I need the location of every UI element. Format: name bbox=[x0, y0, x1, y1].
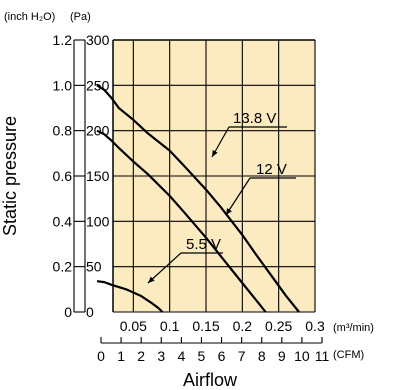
x-m3-tick-label: 0.05 bbox=[120, 318, 147, 334]
x-cfm-tick-label: 1 bbox=[117, 348, 125, 364]
x-cfm-tick-label: 3 bbox=[157, 348, 165, 364]
y-pa-tick-label: 100 bbox=[86, 213, 110, 229]
series-leader-line bbox=[225, 177, 251, 216]
x-cfm-tick-label: 9 bbox=[278, 348, 286, 364]
curve-13-8-v bbox=[96, 84, 300, 313]
x-cfm-tick-label: 8 bbox=[258, 348, 266, 364]
x-m3-tick-label: 0.3 bbox=[305, 318, 325, 334]
y-inch-tick-label: 0.4 bbox=[53, 213, 73, 229]
x-cfm-tick-label: 10 bbox=[294, 348, 310, 364]
series-label-13-8-v: 13.8 V bbox=[233, 110, 276, 127]
y-inch-tick-label: 1.0 bbox=[53, 77, 73, 93]
x-cfm-tick-label: 5 bbox=[198, 348, 206, 364]
unit-pressure-inch: (inch H₂O) bbox=[4, 11, 55, 23]
y-inch-tick-label: 1.2 bbox=[53, 32, 73, 48]
unit-flow-m3: (m³/min) bbox=[333, 322, 374, 334]
curve-12-v bbox=[96, 129, 267, 313]
curve-5-5-v bbox=[96, 280, 164, 313]
y-pa-tick-label: 250 bbox=[86, 77, 110, 93]
y-pa-tick-label: 50 bbox=[86, 259, 102, 275]
series-curves: 13.8 V 12 V 5.5 V bbox=[96, 84, 300, 313]
series-leader-arrowhead bbox=[148, 276, 155, 283]
x-m3-tick-label: 0.25 bbox=[265, 318, 292, 334]
x-cfm-tick-label: 11 bbox=[315, 348, 330, 364]
y-inch-tick-label: 0.6 bbox=[53, 168, 73, 184]
series-leader-line bbox=[147, 252, 182, 284]
y-pa-tick-label: 300 bbox=[86, 32, 110, 48]
y-inch-tick-label: 0 bbox=[64, 304, 72, 320]
series-leader-arrowhead bbox=[212, 150, 218, 157]
grid-lines bbox=[113, 39, 316, 313]
y-inch-tick-label: 0.8 bbox=[53, 123, 73, 139]
y-axis-title: Static pressure bbox=[0, 116, 20, 236]
x-cfm-tick-label: 2 bbox=[137, 348, 145, 364]
x-cfm-tick-label: 6 bbox=[218, 348, 226, 364]
x-cfm-tick-label: 4 bbox=[177, 348, 185, 364]
series-label-12-v: 12 V bbox=[256, 161, 287, 178]
y-pa-tick-label: 0 bbox=[86, 304, 94, 320]
x-axis-title: Airflow bbox=[183, 370, 238, 390]
y-pa-tick-label: 150 bbox=[86, 168, 110, 184]
y-pa-tick-label: 200 bbox=[86, 123, 110, 139]
x-cfm-tick-label: 0 bbox=[97, 348, 105, 364]
x-cfm-tick-label: 7 bbox=[238, 348, 246, 364]
unit-flow-cfm: (CFM) bbox=[333, 349, 364, 361]
series-label-5-5-v: 5.5 V bbox=[186, 236, 221, 253]
x-m3-tick-label: 0.15 bbox=[192, 318, 219, 334]
axes: 00.20.40.60.81.01.20501001502002503000.0… bbox=[53, 32, 330, 364]
y-inch-tick-label: 0.2 bbox=[53, 259, 73, 275]
unit-pressure-pa: (Pa) bbox=[70, 11, 91, 23]
x-m3-tick-label: 0.1 bbox=[160, 318, 180, 334]
x-m3-tick-label: 0.2 bbox=[233, 318, 253, 334]
series-leader-arrowhead bbox=[226, 208, 232, 215]
